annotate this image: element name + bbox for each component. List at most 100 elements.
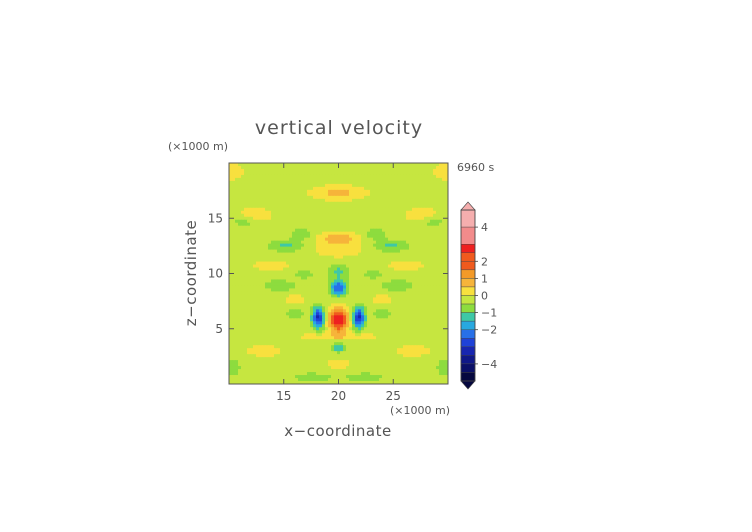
field-cell — [322, 219, 326, 224]
field-cell — [424, 189, 428, 194]
field-cell — [268, 198, 272, 203]
field-cell — [340, 234, 344, 239]
field-cell — [388, 348, 392, 352]
field-cell — [421, 240, 425, 245]
field-cell — [313, 360, 317, 364]
field-cell — [406, 177, 410, 182]
field-cell — [367, 165, 371, 170]
field-cell — [343, 234, 347, 239]
field-cell — [295, 339, 299, 343]
field-cell — [316, 165, 320, 170]
field-cell — [370, 351, 374, 355]
field-cell — [244, 297, 248, 301]
field-cell — [397, 351, 401, 355]
field-cell — [304, 249, 308, 254]
field-cell — [283, 354, 287, 358]
field-cell — [292, 174, 296, 179]
field-cell — [412, 363, 416, 367]
field-cell — [274, 276, 278, 280]
field-cell — [418, 282, 422, 286]
field-cell — [412, 288, 416, 292]
field-cell — [301, 171, 305, 176]
field-cell — [400, 261, 404, 266]
field-cell — [400, 267, 404, 272]
field-cell — [238, 201, 242, 206]
field-cell — [358, 276, 362, 280]
field-cell — [271, 363, 275, 367]
field-cell — [340, 243, 344, 248]
field-cell — [352, 192, 356, 197]
field-cell — [340, 204, 344, 209]
field-cell — [364, 180, 368, 185]
field-cell — [325, 306, 329, 310]
field-cell — [325, 357, 329, 361]
field-cell — [346, 291, 350, 295]
field-cell — [289, 261, 293, 266]
field-cell — [235, 234, 239, 239]
field-cell — [370, 249, 374, 254]
field-cell — [442, 318, 446, 322]
field-cell — [355, 282, 359, 286]
field-cell — [334, 348, 338, 352]
field-cell — [247, 315, 251, 319]
field-cell — [433, 246, 437, 251]
field-cell — [367, 300, 371, 304]
field-cell — [319, 237, 323, 242]
field-cell — [286, 165, 290, 170]
field-cell — [307, 249, 311, 254]
field-cell — [427, 321, 431, 325]
field-cell — [247, 351, 251, 355]
field-cell — [433, 324, 437, 328]
field-cell — [331, 300, 335, 304]
field-cell — [229, 225, 233, 230]
field-cell — [439, 246, 443, 251]
field-cell — [268, 165, 272, 170]
field-cell — [385, 282, 389, 286]
field-cell — [391, 168, 395, 173]
field-cell — [379, 180, 383, 185]
field-cell — [253, 171, 257, 176]
field-cell — [286, 240, 290, 245]
field-cell — [289, 336, 293, 340]
field-cell — [268, 264, 272, 269]
field-cell — [361, 243, 365, 248]
field-cell — [244, 363, 248, 367]
field-cell — [262, 354, 266, 358]
field-cell — [253, 273, 257, 277]
field-cell — [388, 163, 392, 167]
field-cell — [259, 261, 263, 266]
field-cell — [424, 267, 428, 272]
field-cell — [238, 216, 242, 221]
field-cell — [244, 237, 248, 242]
field-cell — [304, 210, 308, 215]
field-cell — [400, 180, 404, 185]
field-cell — [418, 336, 422, 340]
field-cell — [319, 165, 323, 170]
field-cell — [400, 219, 404, 224]
field-cell — [292, 177, 296, 182]
field-cell — [388, 288, 392, 292]
field-cell — [379, 201, 383, 206]
field-cell — [337, 333, 341, 337]
field-cell — [391, 282, 395, 286]
field-cell — [286, 186, 290, 191]
field-cell — [319, 339, 323, 343]
field-cell — [337, 216, 341, 221]
field-cell — [361, 198, 365, 203]
field-cell — [280, 345, 284, 349]
field-cell — [259, 165, 263, 170]
field-cell — [307, 174, 311, 179]
field-cell — [442, 204, 446, 209]
field-cell — [286, 309, 290, 313]
field-cell — [430, 255, 434, 260]
field-cell — [232, 306, 236, 310]
field-cell — [307, 240, 311, 245]
field-cell — [316, 246, 320, 251]
field-cell — [349, 180, 353, 185]
field-cell — [385, 237, 389, 242]
field-cell — [388, 336, 392, 340]
field-cell — [325, 333, 329, 337]
field-cell — [241, 183, 245, 188]
field-cell — [424, 255, 428, 260]
field-cell — [313, 186, 317, 191]
